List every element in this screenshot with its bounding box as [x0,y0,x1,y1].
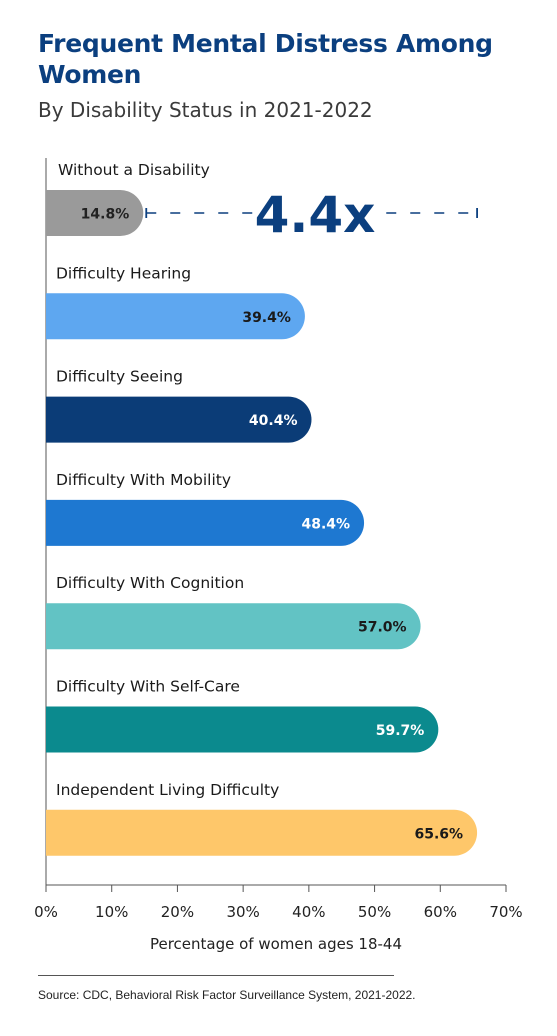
x-tick-label: 70% [489,903,522,921]
value-label: 65.6% [415,826,464,842]
bar [46,809,478,856]
category-label: Difficulty Seeing [56,368,183,386]
category-label: Without a Disability [58,161,210,179]
category-label: Difficulty With Cognition [56,574,244,592]
bar [46,293,305,340]
x-tick-label: 30% [226,903,259,921]
bar-chart: 0% 10% 20% 30% 40% 50% 60% 70% Percentage of wom… [34,158,523,953]
chart-subtitle: By Disability Status in 2021-2022 [38,98,373,122]
x-tick-label: 20% [161,903,194,921]
x-tick-label: 60% [424,903,457,921]
bar [46,499,365,546]
comparison-annotation: 4.4x [255,186,376,244]
chart-title: Frequent Mental Distress Among Women [38,29,493,89]
bar [46,706,439,753]
x-tick-label: 10% [95,903,128,921]
value-label: 39.4% [242,310,291,326]
value-label: 57.0% [358,620,407,636]
source-divider [38,975,394,976]
bar [46,603,421,650]
x-tick-label: 0% [34,903,58,921]
category-label: Difficulty With Mobility [56,471,231,489]
category-label: Independent Living Difficulty [56,781,279,799]
source-note: Source: CDC, Behavioral Risk Factor Surv… [38,988,416,1002]
value-label: 40.4% [249,413,298,429]
value-label: 14.8% [81,207,130,223]
category-label: Difficulty With Self-Care [56,678,240,696]
x-tick-label: 40% [292,903,325,921]
x-tick-label: 50% [358,903,391,921]
annotation-background [254,186,376,240]
bar [46,190,144,237]
value-label: 59.7% [376,723,425,739]
category-label: Difficulty Hearing [56,264,191,282]
x-axis-label: Percentage of women ages 18-44 [150,935,402,953]
bar [46,396,312,443]
value-label: 48.4% [301,516,350,532]
